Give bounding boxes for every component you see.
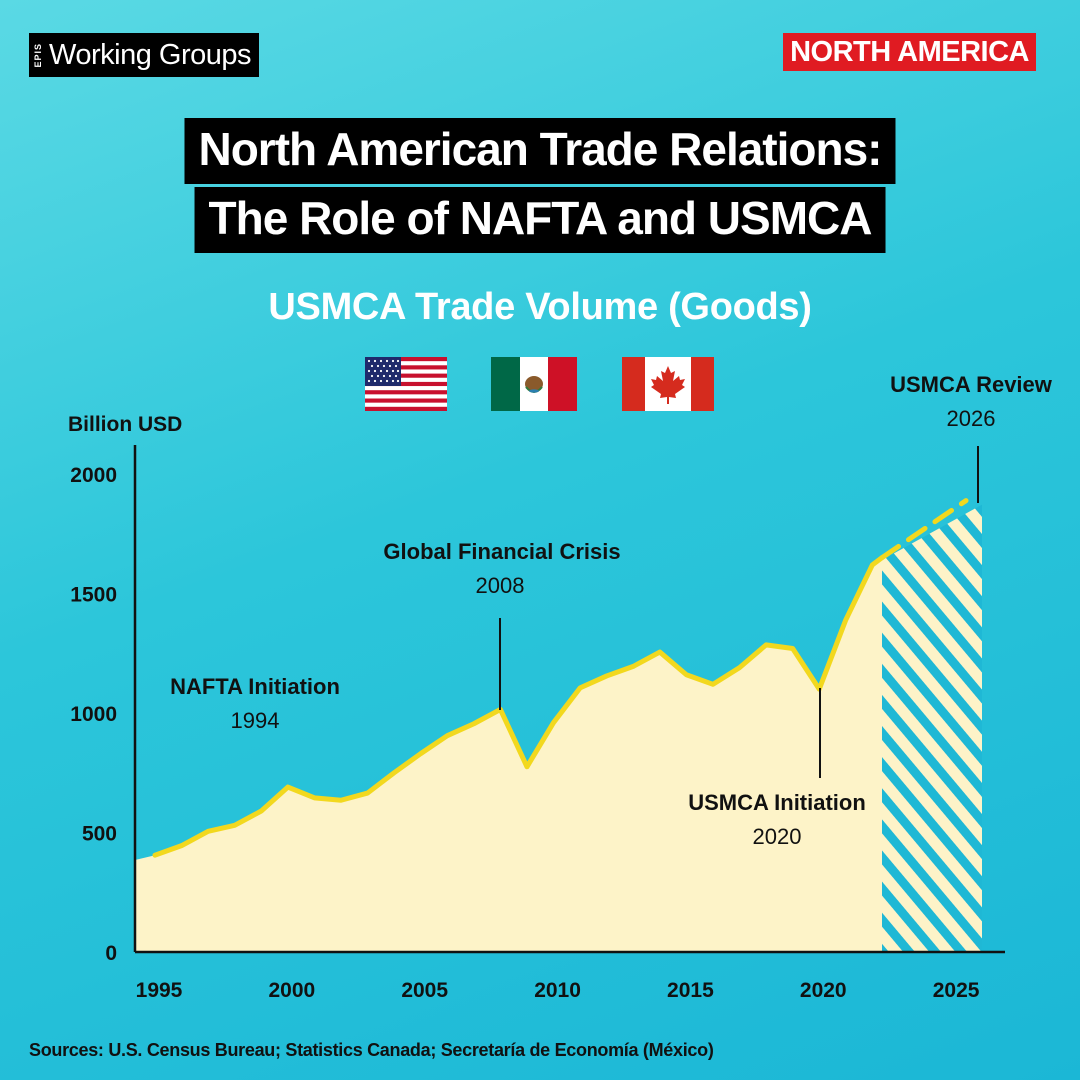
x-tick-label: 2025 bbox=[933, 979, 980, 1002]
x-tick-label: 2000 bbox=[268, 979, 315, 1002]
annotation-gfc-title: Global Financial Crisis bbox=[383, 539, 620, 564]
page-title-line-1: North American Trade Relations: bbox=[184, 118, 896, 184]
y-axis-label: Billion USD bbox=[68, 413, 182, 436]
chart-title: USMCA Trade Volume (Goods) bbox=[268, 286, 812, 328]
area-fill-historical bbox=[135, 560, 882, 952]
canada-flag-icon bbox=[622, 357, 714, 411]
annotation-usmca-init-title: USMCA Initiation bbox=[688, 790, 866, 815]
series-line-historical bbox=[152, 555, 885, 858]
x-tick-label: 2005 bbox=[401, 979, 448, 1002]
brand-logo: EPIS Working Groups bbox=[29, 33, 259, 77]
area-fill-projection bbox=[882, 504, 982, 952]
brand-name: Working Groups bbox=[49, 38, 252, 71]
series-line-projection bbox=[879, 498, 969, 561]
y-tick-label: 500 bbox=[82, 823, 117, 846]
x-tick-label: 2015 bbox=[667, 979, 714, 1002]
annotation-review-title: USMCA Review bbox=[890, 372, 1053, 397]
x-tick-label: 2020 bbox=[800, 979, 847, 1002]
y-tick-label: 1500 bbox=[70, 584, 117, 607]
x-tick-label: 2010 bbox=[534, 979, 581, 1002]
annotation-nafta-year: 1994 bbox=[231, 708, 280, 733]
region-badge: NORTH AMERICA bbox=[783, 33, 1036, 71]
annotation-usmca-init-year: 2020 bbox=[753, 824, 802, 849]
annotation-nafta-title: NAFTA Initiation bbox=[170, 674, 340, 699]
mexico-flag-icon bbox=[491, 357, 577, 411]
page-title-line-2: The Role of NAFTA and USMCA bbox=[194, 187, 886, 253]
x-tick-label: 1995 bbox=[136, 979, 183, 1002]
annotation-review-year: 2026 bbox=[947, 406, 996, 431]
y-tick-label: 2000 bbox=[70, 464, 117, 487]
y-tick-label: 0 bbox=[105, 942, 117, 965]
sources-note: Sources: U.S. Census Bureau; Statistics … bbox=[29, 1040, 714, 1060]
y-tick-label: 1000 bbox=[70, 703, 117, 726]
annotation-gfc-year: 2008 bbox=[476, 573, 525, 598]
us-flag-icon bbox=[365, 357, 447, 411]
